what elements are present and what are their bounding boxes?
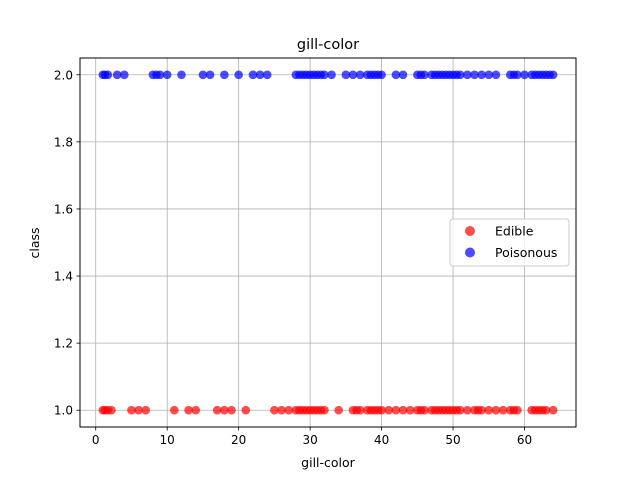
point-edible (548, 405, 558, 415)
point-poisonous (220, 70, 229, 80)
point-poisonous (377, 70, 386, 80)
point-poisonous (455, 70, 465, 80)
point-poisonous (112, 70, 122, 80)
point-poisonous (320, 70, 329, 80)
point-poisonous (348, 70, 358, 80)
point-poisonous (463, 70, 472, 80)
y-axis-ticks: 1.0 1.2 1.4 1.6 1.8 2.0 (54, 68, 80, 418)
point-edible (513, 405, 522, 415)
chart-title: gill-color (297, 37, 359, 53)
x-axis-ticks: 0 10 20 30 40 50 60 (92, 427, 532, 447)
x-tick-label: 0 (92, 433, 100, 447)
point-edible (170, 405, 179, 415)
point-edible (191, 405, 201, 415)
legend-marker-poisonous (465, 247, 475, 258)
point-poisonous (420, 70, 429, 80)
point-edible (491, 405, 501, 415)
point-poisonous (155, 70, 165, 80)
point-edible (541, 405, 551, 415)
point-poisonous (491, 70, 501, 80)
point-edible (127, 405, 136, 415)
y-tick-label: 1.6 (54, 202, 73, 216)
x-axis-label: gill-color (301, 455, 356, 470)
point-edible (270, 405, 279, 415)
point-edible (477, 405, 486, 415)
x-tick-label: 30 (302, 433, 317, 447)
y-tick-label: 1.8 (54, 135, 73, 149)
point-edible (334, 405, 344, 415)
point-edible (241, 405, 251, 415)
legend-box (449, 218, 570, 267)
point-edible (184, 405, 193, 415)
point-edible (212, 405, 222, 415)
point-edible (107, 405, 116, 415)
legend-label-edible: Edible (495, 224, 534, 239)
point-poisonous (484, 70, 494, 80)
point-poisonous (248, 70, 258, 80)
plot-area-frame (79, 57, 577, 428)
point-edible (320, 405, 329, 415)
point-poisonous (341, 70, 351, 80)
x-tick-label: 20 (231, 433, 246, 447)
point-poisonous (327, 70, 336, 80)
point-poisonous (262, 70, 272, 80)
legend-label-poisonous: Poisonous (495, 245, 557, 260)
point-poisonous (398, 70, 408, 80)
point-edible (355, 405, 365, 415)
point-poisonous (198, 70, 208, 80)
legend-marker-edible (465, 226, 475, 236)
point-poisonous (513, 70, 522, 80)
point-poisonous (548, 70, 558, 80)
point-poisonous (477, 70, 486, 80)
point-poisonous (355, 70, 365, 80)
point-edible (405, 405, 415, 415)
y-tick-label: 1.0 (54, 404, 73, 418)
y-axis-label: class (27, 227, 42, 258)
point-edible (484, 405, 494, 415)
point-edible (134, 405, 143, 415)
point-edible (227, 405, 236, 415)
y-tick-label: 1.4 (54, 270, 73, 284)
point-poisonous (520, 70, 529, 80)
x-tick-label: 40 (374, 433, 389, 447)
y-tick-label: 2.0 (54, 68, 73, 82)
point-edible (384, 405, 394, 415)
point-edible (141, 405, 151, 415)
point-poisonous (391, 70, 401, 80)
point-poisonous (103, 70, 113, 80)
point-edible (455, 405, 465, 415)
point-edible (498, 405, 508, 415)
point-poisonous (162, 70, 172, 80)
point-poisonous (234, 70, 243, 80)
point-edible (398, 405, 408, 415)
grid-lines (80, 58, 576, 427)
x-tick-label: 50 (445, 433, 460, 447)
point-edible (220, 405, 229, 415)
point-edible (377, 405, 386, 415)
y-tick-label: 1.2 (54, 337, 73, 351)
point-poisonous (255, 70, 265, 80)
point-poisonous (177, 70, 186, 80)
point-poisonous (120, 70, 129, 80)
data-points (98, 70, 558, 415)
point-edible (284, 405, 293, 415)
point-edible (463, 405, 472, 415)
x-tick-label: 10 (160, 433, 175, 447)
legend: Edible Poisonous (449, 218, 570, 267)
point-edible (277, 405, 286, 415)
point-poisonous (205, 70, 215, 80)
point-poisonous (470, 70, 479, 80)
point-edible (420, 405, 429, 415)
x-tick-label: 60 (517, 433, 532, 447)
point-edible (391, 405, 401, 415)
